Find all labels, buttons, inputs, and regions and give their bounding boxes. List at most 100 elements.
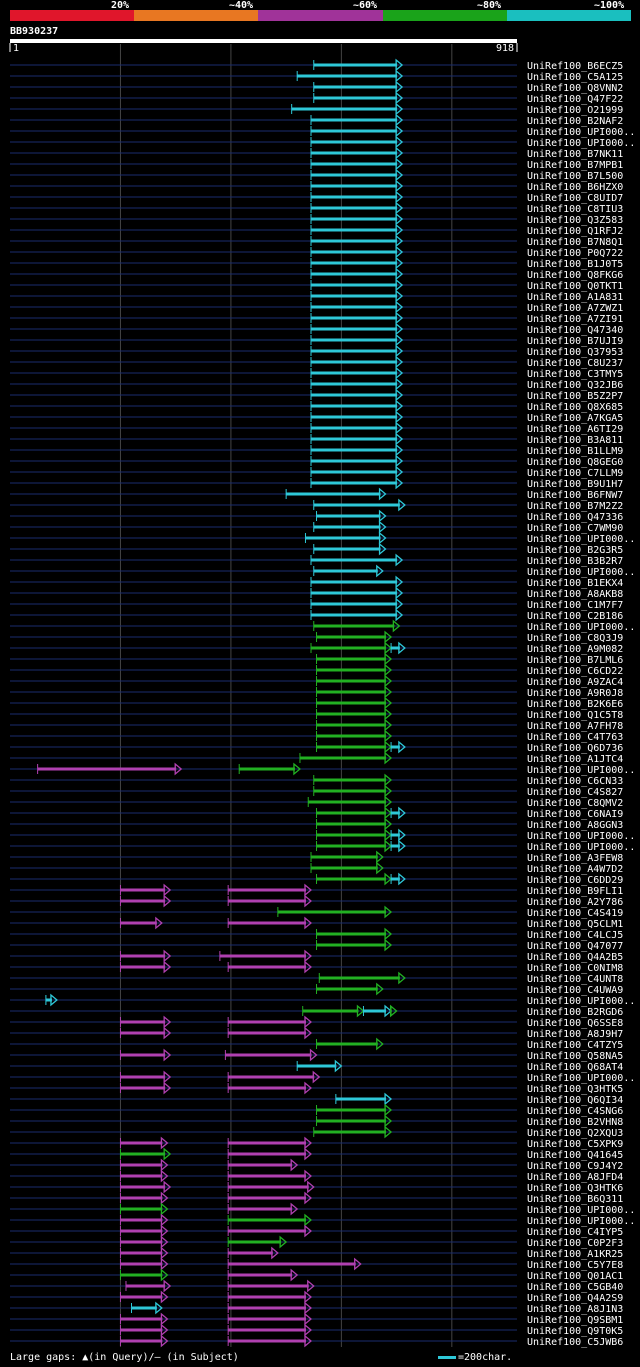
hit-row[interactable]: UniRef100_C7LLM9 bbox=[10, 465, 623, 479]
hit-label[interactable]: UniRef100_A8J1N3 bbox=[527, 1304, 623, 1315]
hit-row[interactable]: UniRef100_Q8X685 bbox=[10, 399, 623, 413]
hit-label[interactable]: UniRef100_C7WM90 bbox=[527, 523, 623, 534]
hit-row[interactable]: UniRef100_C6NAI9 bbox=[10, 806, 623, 820]
hit-label[interactable]: UniRef100_B7UJI9 bbox=[527, 336, 623, 347]
hit-row[interactable]: UniRef100_Q37953 bbox=[10, 344, 623, 358]
hit-label[interactable]: UniRef100_A1KR25 bbox=[527, 1249, 623, 1260]
hit-row[interactable]: UniRef100_B7NK11 bbox=[10, 146, 623, 160]
hit-label[interactable]: UniRef100_Q9SBM1 bbox=[527, 1315, 623, 1326]
hit-row[interactable]: UniRef100_B7M2Z2 bbox=[10, 498, 623, 512]
hit-row[interactable]: UniRef100_Q41645 bbox=[10, 1147, 623, 1161]
hit-label[interactable]: UniRef100_C5JWB6 bbox=[527, 1337, 623, 1348]
hit-label[interactable]: UniRef100_C6NAI9 bbox=[527, 809, 623, 820]
hit-label[interactable]: UniRef100_C4UWA9 bbox=[527, 985, 623, 996]
hit-label[interactable]: UniRef100_Q0TKT1 bbox=[527, 281, 623, 292]
hit-row[interactable]: UniRef100_C4TZY5 bbox=[10, 1037, 623, 1051]
hit-row[interactable]: UniRef100_A9ZAC4 bbox=[10, 674, 623, 688]
hit-label[interactable]: UniRef100_A7ZWZ1 bbox=[527, 303, 623, 314]
hit-label[interactable]: UniRef100_Q68AT4 bbox=[527, 1062, 623, 1073]
hit-row[interactable]: UniRef100_C5Y7E8 bbox=[10, 1257, 623, 1271]
hit-label[interactable]: UniRef100_UPI000.. bbox=[527, 567, 635, 578]
hit-label[interactable]: UniRef100_B6FNW7 bbox=[527, 490, 623, 501]
hit-label[interactable]: UniRef100_C4IYP5 bbox=[527, 1227, 623, 1238]
hit-label[interactable]: UniRef100_A7ZI91 bbox=[527, 314, 623, 325]
hit-label[interactable]: UniRef100_A9R0J8 bbox=[527, 688, 623, 699]
hit-label[interactable]: UniRef100_UPI000.. bbox=[527, 534, 635, 545]
hit-row[interactable]: UniRef100_C5JWB6 bbox=[10, 1334, 623, 1348]
hit-label[interactable]: UniRef100_Q41645 bbox=[527, 1150, 623, 1161]
hit-row[interactable]: UniRef100_C7WM90 bbox=[10, 520, 623, 534]
hit-label[interactable]: UniRef100_UPI000.. bbox=[527, 622, 635, 633]
hit-label[interactable]: UniRef100_B7MPB1 bbox=[527, 160, 623, 171]
hit-label[interactable]: UniRef100_C5XPK9 bbox=[527, 1139, 623, 1150]
hit-label[interactable]: UniRef100_Q8VNN2 bbox=[527, 83, 623, 94]
hit-row[interactable]: UniRef100_Q58NA5 bbox=[10, 1048, 623, 1062]
hit-label[interactable]: UniRef100_Q6D736 bbox=[527, 743, 623, 754]
hit-row[interactable]: UniRef100_Q8VNN2 bbox=[10, 80, 623, 94]
hit-label[interactable]: UniRef100_C4UNT8 bbox=[527, 974, 623, 985]
hit-row[interactable]: UniRef100_C5XPK9 bbox=[10, 1136, 623, 1150]
hit-label[interactable]: UniRef100_C1M7F7 bbox=[527, 600, 623, 611]
hit-row[interactable]: UniRef100_A8JFD4 bbox=[10, 1169, 623, 1183]
hit-row[interactable]: UniRef100_C4LCJ5 bbox=[10, 927, 623, 941]
hit-row[interactable]: UniRef100_C5A125 bbox=[10, 69, 623, 83]
hit-label[interactable]: UniRef100_B2K6E6 bbox=[527, 699, 623, 710]
hit-row[interactable]: UniRef100_O21999 bbox=[10, 102, 623, 116]
hit-label[interactable]: UniRef100_B2VHN8 bbox=[527, 1117, 623, 1128]
hit-row[interactable]: UniRef100_C8QMV2 bbox=[10, 795, 623, 809]
hit-row[interactable]: UniRef100_UPI000.. bbox=[10, 619, 635, 633]
hit-label[interactable]: UniRef100_A7FH78 bbox=[527, 721, 623, 732]
hit-row[interactable]: UniRef100_C4SNG6 bbox=[10, 1103, 623, 1117]
hit-label[interactable]: UniRef100_C4TZY5 bbox=[527, 1040, 623, 1051]
hit-row[interactable]: UniRef100_A1KR25 bbox=[10, 1246, 623, 1260]
hit-label[interactable]: UniRef100_C4T763 bbox=[527, 732, 623, 743]
hit-label[interactable]: UniRef100_C8QMV2 bbox=[527, 798, 623, 809]
hit-row[interactable]: UniRef100_C4UNT8 bbox=[10, 971, 623, 985]
hit-row[interactable]: UniRef100_C4UWA9 bbox=[10, 982, 623, 996]
hit-row[interactable]: UniRef100_C8U237 bbox=[10, 355, 623, 369]
hit-label[interactable]: UniRef100_Q1RFJ2 bbox=[527, 226, 623, 237]
hit-row[interactable]: UniRef100_Q8FKG6 bbox=[10, 267, 623, 281]
hit-label[interactable]: UniRef100_B7NK11 bbox=[527, 149, 623, 160]
hit-row[interactable]: UniRef100_A8AKB8 bbox=[10, 586, 623, 600]
hit-row[interactable]: UniRef100_UPI000.. bbox=[10, 124, 635, 138]
hit-label[interactable]: UniRef100_A9ZAC4 bbox=[527, 677, 623, 688]
hit-label[interactable]: UniRef100_Q8GEG0 bbox=[527, 457, 623, 468]
hit-row[interactable]: UniRef100_UPI000.. bbox=[10, 762, 635, 776]
hit-label[interactable]: UniRef100_Q47336 bbox=[527, 512, 623, 523]
hit-row[interactable]: UniRef100_Q2XQU3 bbox=[10, 1125, 623, 1139]
hit-row[interactable]: UniRef100_Q68AT4 bbox=[10, 1059, 623, 1073]
hit-label[interactable]: UniRef100_C6DD29 bbox=[527, 875, 623, 886]
hit-row[interactable]: UniRef100_C4T763 bbox=[10, 729, 623, 743]
hit-row[interactable]: UniRef100_UPI000.. bbox=[10, 839, 635, 853]
hit-label[interactable]: UniRef100_UPI000.. bbox=[527, 765, 635, 776]
hit-label[interactable]: UniRef100_B3A811 bbox=[527, 435, 623, 446]
hit-row[interactable]: UniRef100_C5GB40 bbox=[10, 1279, 623, 1293]
hit-row[interactable]: UniRef100_B1J0T5 bbox=[10, 256, 623, 270]
hit-label[interactable]: UniRef100_C6CN33 bbox=[527, 776, 623, 787]
hit-row[interactable]: UniRef100_B1LLM9 bbox=[10, 443, 623, 457]
hit-label[interactable]: UniRef100_UPI000.. bbox=[527, 1216, 635, 1227]
hit-row[interactable]: UniRef100_C8TIU3 bbox=[10, 201, 623, 215]
hit-row[interactable]: UniRef100_A1JTC4 bbox=[10, 751, 623, 765]
hit-row[interactable]: UniRef100_UPI000.. bbox=[10, 993, 635, 1007]
hit-label[interactable]: UniRef100_B7LML6 bbox=[527, 655, 623, 666]
hit-label[interactable]: UniRef100_C5A125 bbox=[527, 72, 623, 83]
hit-row[interactable]: UniRef100_B9FLI1 bbox=[10, 883, 623, 897]
hit-row[interactable]: UniRef100_C3TMY5 bbox=[10, 366, 623, 380]
hit-label[interactable]: UniRef100_Q8FKG6 bbox=[527, 270, 623, 281]
hit-label[interactable]: UniRef100_B3B2R7 bbox=[527, 556, 623, 567]
hit-label[interactable]: UniRef100_UPI000.. bbox=[527, 996, 635, 1007]
hit-row[interactable]: UniRef100_C6DD29 bbox=[10, 872, 623, 886]
hit-label[interactable]: UniRef100_Q2XQU3 bbox=[527, 1128, 623, 1139]
hit-row[interactable]: UniRef100_C4IYP5 bbox=[10, 1224, 623, 1238]
hit-label[interactable]: UniRef100_Q5CLM1 bbox=[527, 919, 623, 930]
hit-label[interactable]: UniRef100_Q3Z583 bbox=[527, 215, 623, 226]
hit-label[interactable]: UniRef100_A8GGN3 bbox=[527, 820, 623, 831]
hit-row[interactable]: UniRef100_C6CD22 bbox=[10, 663, 623, 677]
hit-label[interactable]: UniRef100_C8Q3J9 bbox=[527, 633, 623, 644]
hit-label[interactable]: UniRef100_UPI000.. bbox=[527, 127, 635, 138]
hit-label[interactable]: UniRef100_A8AKB8 bbox=[527, 589, 623, 600]
hit-label[interactable]: UniRef100_C5GB40 bbox=[527, 1282, 623, 1293]
hit-row[interactable]: UniRef100_Q5CLM1 bbox=[10, 916, 623, 930]
